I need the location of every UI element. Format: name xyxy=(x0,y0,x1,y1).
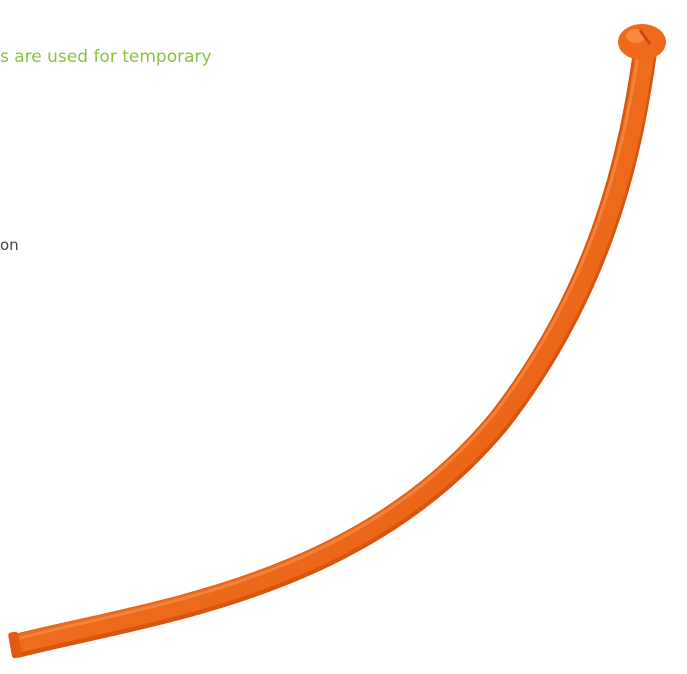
page: {"headline": "s are used for temporary",… xyxy=(0,0,687,674)
flange xyxy=(618,24,666,60)
tube xyxy=(16,52,645,644)
headline-text: s are used for temporary xyxy=(0,47,212,67)
product-image xyxy=(0,0,687,674)
body-text: on xyxy=(0,236,19,254)
